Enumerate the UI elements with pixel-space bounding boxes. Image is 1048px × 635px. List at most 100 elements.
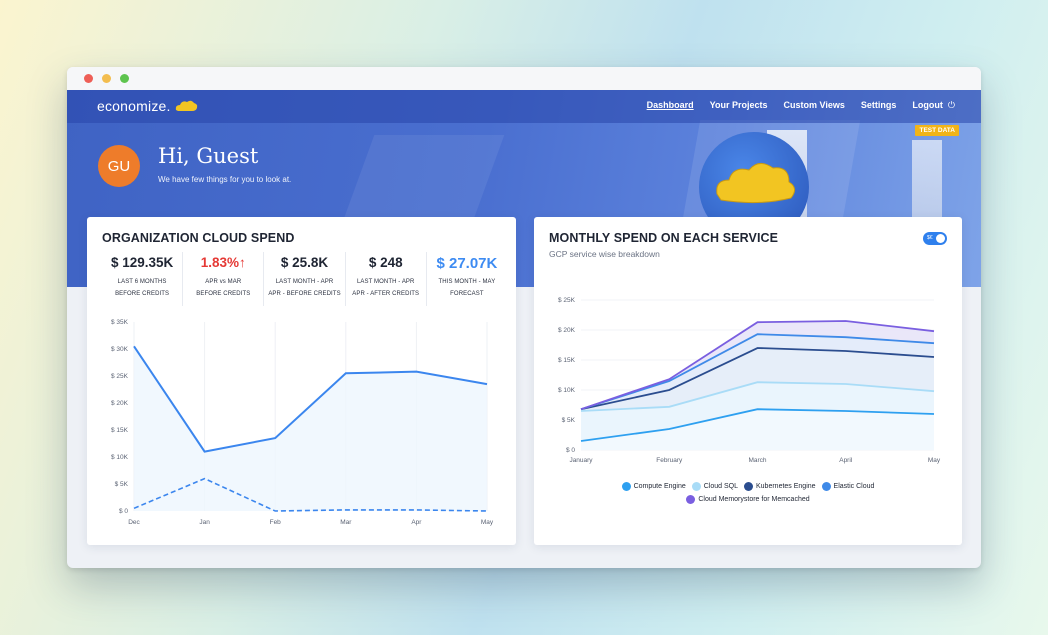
stats-row: $ 129.35K LAST 6 MONTHS BEFORE CREDITS 1… [102,252,507,306]
greeting-title: Hi, Guest [158,144,259,168]
monthly-spend-card: MONTHLY SPEND ON EACH SERVICE GCP servic… [534,217,962,545]
stat-label: APR vs MAR [205,279,242,285]
stat-item: $ 25.8K LAST MONTH - APR APR - BEFORE CR… [264,252,346,306]
legend-swatch [821,482,831,491]
legend-swatch [744,482,753,491]
stat-label: APR - BEFORE CREDITS [268,291,341,297]
nav-your-projects[interactable]: Your Projects [709,100,768,110]
avatar[interactable]: GU [98,145,140,187]
toggle-label: $€ [927,235,933,241]
organization-spend-chart: $ 0 $ 5K $ 10K $ 15K $ 20K $ 25K $ 30K $ 35K Dec… [111,319,494,526]
stat-item: 1.83%↑ APR vs MAR BEFORE CREDITS [183,252,265,306]
service-spend-chart: $ 0 $ 5K $ 10K $ 15K $ 20K $ 25K January Februa… [558,297,941,464]
maximize-window-button[interactable] [120,74,129,83]
series-line [580,408,935,442]
nav-custom-views[interactable]: Custom Views [783,100,845,110]
card-title: ORGANIZATION CLOUD SPEND [102,231,295,245]
toggle-knob [936,234,945,243]
credits-line [133,477,488,512]
window-titlebar [67,67,981,90]
legend-label: Elastic Cloud [833,483,875,490]
stat-label: BEFORE CREDITS [196,291,251,297]
x-tick-label: May [481,519,494,526]
nav-dashboard[interactable]: Dashboard [646,100,694,110]
spend-line [133,345,488,453]
x-tick-label: Dec [128,519,140,526]
x-tick-label: Feb [270,519,282,526]
stat-label: THIS MONTH - MAY [438,279,496,285]
y-tick-label: $ 15K [111,427,129,434]
legend-item[interactable]: Elastic Cloud [821,482,875,491]
legend-item[interactable]: Cloud Memorystore for Memcached [686,495,810,504]
nav-logout[interactable]: Logout ⏻ [912,100,955,111]
x-tick-label: May [928,457,941,464]
stat-item: $ 129.35K LAST 6 MONTHS BEFORE CREDITS [102,252,184,306]
series-line [580,320,935,411]
organization-cloud-spend-card: ORGANIZATION CLOUD SPEND $ 129.35K LAST … [87,217,516,545]
stat-label: LAST MONTH - APR [356,279,415,285]
x-tick-label: Mar [340,519,352,526]
y-tick-label: $ 20K [558,327,576,334]
greeting-subtitle: We have few things for you to look at. [158,175,292,184]
y-tick-label: $ 5K [115,481,129,488]
test-data-badge: TEST DATA [915,125,959,136]
series-area [134,346,487,511]
y-tick-label: $ 25K [111,373,129,380]
x-tick-label: February [656,457,683,464]
nav-settings[interactable]: Settings [860,100,897,110]
logout-label: Logout [912,100,943,110]
series-line [580,333,935,411]
chart-legend: Compute Engine Cloud SQL Kubernetes Engi… [534,482,962,491]
close-window-button[interactable] [84,74,93,83]
minimize-window-button[interactable] [102,74,111,83]
card-title: MONTHLY SPEND ON EACH SERVICE [549,231,779,245]
economize-logo[interactable]: economize. [97,98,171,114]
stat-label: BEFORE CREDITS [115,291,170,297]
y-tick-label: $ 25K [558,297,576,304]
legend-item[interactable]: Cloud SQL [691,482,738,491]
chart-legend: Cloud Memorystore for Memcached [534,495,962,504]
legend-label: Compute Engine [633,483,686,490]
y-tick-label: $ 10K [558,387,576,394]
stat-value: $ 248 [368,255,403,270]
x-tick-label: Jan [199,519,210,526]
y-tick-label: $ 30K [111,346,129,353]
y-tick-label: $ 0 [566,447,575,454]
series-line [580,347,935,411]
y-tick-label: $ 0 [119,508,128,515]
legend-label: Kubernetes Engine [756,483,816,490]
legend-item[interactable]: Kubernetes Engine [744,482,816,491]
x-tick-label: March [748,457,766,464]
stat-value: $ 27.07K [436,255,498,272]
legend-item[interactable]: Compute Engine [621,482,686,491]
stat-label: LAST MONTH - APR [275,279,334,285]
y-tick-label: $ 20K [111,400,129,407]
top-navbar: economize. Dashboard Your Projects Custo… [67,90,981,123]
stat-item: $ 248 LAST MONTH - APR APR - AFTER CREDI… [346,252,427,306]
y-tick-label: $ 5K [562,417,576,424]
browser-window: economize. Dashboard Your Projects Custo… [67,67,981,568]
cloud-logo-icon [174,99,198,118]
series-area [581,409,934,450]
x-tick-label: Apr [411,519,422,526]
card-subtitle: GCP service wise breakdown [549,249,660,259]
x-tick-label: January [569,457,593,464]
stat-value: $ 129.35K [110,255,174,270]
series-line [580,381,935,412]
legend-swatch [686,495,696,504]
main-nav: Dashboard Your Projects Custom Views Set… [631,100,955,111]
y-tick-label: $ 35K [111,319,129,326]
stat-label: FORECAST [450,291,484,297]
y-tick-label: $ 15K [558,357,576,364]
stat-item: $ 27.07K THIS MONTH - MAY FORECAST [427,252,507,306]
legend-label: Cloud SQL [703,483,738,490]
currency-toggle[interactable]: $€ [923,232,947,245]
stat-value: $ 25.8K [280,255,329,270]
legend-label: Cloud Memorystore for Memcached [698,496,810,503]
stat-label: APR - AFTER CREDITS [352,291,420,297]
legend-swatch [621,482,631,491]
x-tick-label: April [839,457,853,464]
y-tick-label: $ 10K [111,454,129,461]
stat-label: LAST 6 MONTHS [117,279,167,285]
legend-swatch [691,482,701,491]
